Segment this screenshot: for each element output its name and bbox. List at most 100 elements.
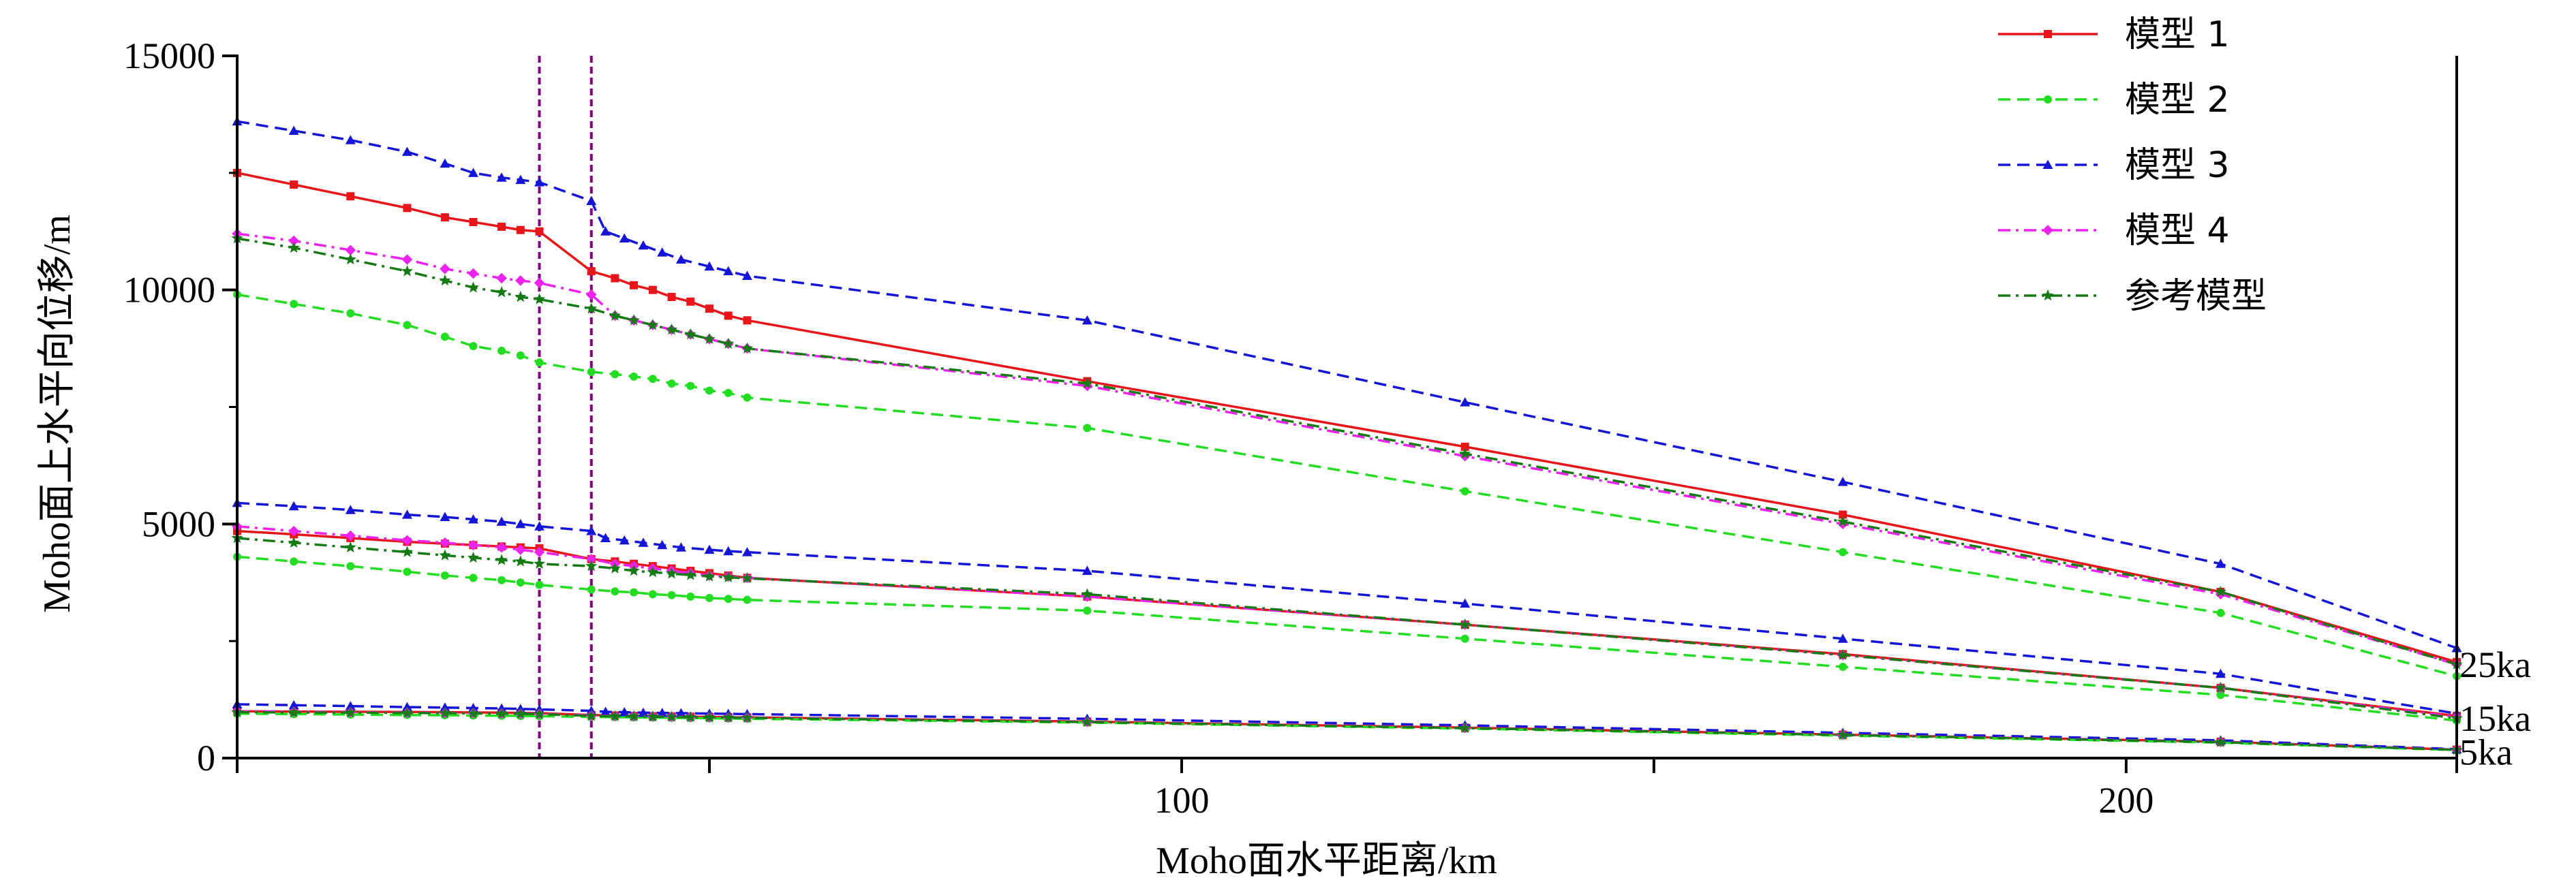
data-point-2-25ka-6 <box>469 342 478 351</box>
data-point-2-25ka-20 <box>1460 487 1469 496</box>
data-point-2-25ka-17 <box>724 388 733 397</box>
data-point-5-5ka-14 <box>666 710 678 722</box>
data-point-5-5ka-5 <box>439 707 451 719</box>
data-point-1-25ka-16 <box>705 304 714 313</box>
data-point-2-15ka-11 <box>611 587 619 596</box>
data-point-1-25ka-5 <box>440 213 449 222</box>
data-point-2-15ka-18 <box>743 595 752 604</box>
data-point-1-25ka-11 <box>611 274 619 283</box>
data-point-3-5ka-11 <box>600 706 611 716</box>
data-point-3-25ka-5 <box>440 158 450 168</box>
data-point-5-15ka-20 <box>1459 618 1471 630</box>
data-point-3-25ka-13 <box>638 240 649 250</box>
data-point-3-25ka-20 <box>1460 397 1471 407</box>
data-point-3-15ka-11 <box>600 533 611 542</box>
data-point-5-15ka-4 <box>401 546 413 557</box>
series-2-25ka <box>233 290 2461 680</box>
data-point-3-15ka-22 <box>2215 668 2226 678</box>
data-point-5-5ka-12 <box>628 710 640 722</box>
data-point-4-15ka-6 <box>467 539 479 551</box>
data-point-5-25ka-4 <box>401 265 413 277</box>
x-axis-title: Moho面水平距离/km <box>1156 840 1497 882</box>
data-point-2-25ka-7 <box>497 347 506 356</box>
data-point-5-5ka-22 <box>2215 736 2227 747</box>
data-point-3-15ka-20 <box>1460 598 1471 608</box>
data-point-3-25ka-19 <box>1082 315 1092 325</box>
data-point-2-15ka-16 <box>705 593 714 602</box>
series-line-4-25ka <box>236 232 2457 666</box>
data-point-4-25ka-4 <box>401 254 413 265</box>
data-point-3-15ka-18 <box>741 547 752 556</box>
data-point-2-25ka-22 <box>2216 608 2225 617</box>
data-point-2-15ka-2 <box>290 557 298 566</box>
data-point-3-25ka-11 <box>600 226 611 236</box>
data-point-3-5ka-12 <box>619 707 630 717</box>
data-point-2-15ka-19 <box>1083 606 1092 615</box>
data-point-5-5ka-13 <box>647 710 659 722</box>
data-point-5-25ka-7 <box>495 286 508 298</box>
legend-item-2: 模型 2 <box>1998 80 2230 121</box>
data-point-5-25ka-6 <box>467 281 479 293</box>
data-point-5-5ka-8 <box>515 708 527 719</box>
data-point-5-15ka-11 <box>609 562 621 574</box>
data-point-2-15ka-17 <box>724 595 733 603</box>
data-point-5-15ka-5 <box>439 549 451 561</box>
data-point-3-15ka-6 <box>467 514 478 524</box>
series-line-2-15ka <box>236 555 2457 722</box>
data-point-3-25ka-15 <box>675 254 686 264</box>
data-point-3-25ka-9 <box>534 177 545 187</box>
y-tick-label-3: 10000 <box>123 270 215 311</box>
data-point-3-25ka-16 <box>704 261 715 271</box>
data-point-3-25ka-17 <box>723 266 734 276</box>
series-1-15ka <box>233 527 2461 721</box>
data-point-2-25ka-4 <box>403 321 412 330</box>
series-line-5-5ka <box>236 710 2457 751</box>
data-point-1-25ka-14 <box>667 292 676 301</box>
data-point-3-25ka-2 <box>288 125 299 135</box>
data-point-5-15ka-6 <box>467 551 479 563</box>
data-point-5-25ka-19 <box>1081 377 1093 389</box>
data-point-5-15ka-12 <box>628 565 640 576</box>
data-point-5-15ka-10 <box>585 560 598 571</box>
data-point-5-25ka-3 <box>344 253 356 265</box>
data-point-2-25ka-18 <box>743 393 752 402</box>
data-point-5-5ka-15 <box>684 710 696 723</box>
data-point-3-15ka-2 <box>288 501 299 511</box>
data-point-4-25ka-6 <box>467 268 479 279</box>
data-point-2-25ka-12 <box>630 372 639 381</box>
time-label-5ka: 5ka <box>2459 732 2513 773</box>
data-point-4-15ka-8 <box>515 544 526 555</box>
data-point-2-25ka-15 <box>686 381 695 390</box>
x-tick-label-2: 200 <box>2098 780 2153 821</box>
data-point-2-15ka-13 <box>648 590 657 599</box>
time-label-15ka: 15ka <box>2459 698 2531 739</box>
data-point-2-25ka-16 <box>705 386 714 395</box>
series-line-2-25ka <box>236 293 2457 678</box>
data-point-2-15ka-5 <box>440 571 449 580</box>
data-point-3-25ka-4 <box>401 146 412 156</box>
data-point-4-15ka-3 <box>345 530 356 541</box>
data-point-2-15ka-7 <box>497 576 506 584</box>
data-point-5-25ka-2 <box>288 241 300 253</box>
data-point-5-15ka-8 <box>515 555 527 567</box>
data-point-5-15ka-18 <box>741 572 753 584</box>
data-point-1-25ka-17 <box>724 311 733 320</box>
data-point-3-15ka-12 <box>619 535 630 545</box>
y-tick-label-2: 5000 <box>142 503 215 544</box>
data-point-5-15ka-7 <box>495 554 508 565</box>
data-point-2-15ka-20 <box>1460 634 1469 643</box>
data-point-3-15ka-15 <box>675 542 686 552</box>
legend-marker-5 <box>2042 289 2054 301</box>
data-point-3-15ka-17 <box>723 546 734 556</box>
data-point-5-5ka-18 <box>741 711 753 723</box>
data-point-3-5ka-14 <box>657 708 668 717</box>
data-point-2-25ka-19 <box>1083 424 1092 433</box>
data-point-3-15ka-9 <box>534 521 545 531</box>
data-point-2-15ka-9 <box>535 580 544 589</box>
data-point-5-25ka-5 <box>439 274 451 286</box>
data-point-2-25ka-8 <box>516 351 525 360</box>
data-point-1-25ka-4 <box>403 204 412 213</box>
data-point-5-5ka-2 <box>288 706 300 718</box>
data-point-2-15ka-3 <box>346 562 355 571</box>
